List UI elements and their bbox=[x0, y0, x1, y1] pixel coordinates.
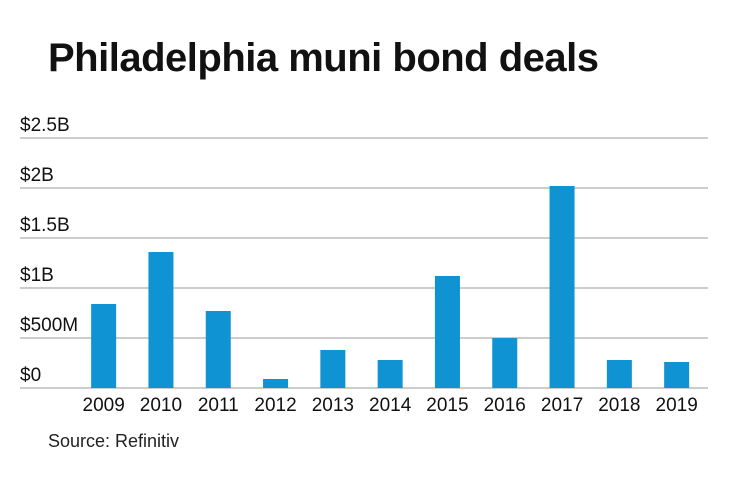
bar-2015 bbox=[434, 276, 460, 388]
x-tick-label: 2016 bbox=[484, 395, 526, 416]
x-tick-label: 2011 bbox=[198, 395, 239, 416]
bar-2012 bbox=[263, 379, 289, 388]
bar-2013 bbox=[320, 350, 346, 388]
x-tick-label: 2012 bbox=[254, 395, 296, 416]
bar-2009 bbox=[91, 304, 117, 388]
y-tick-label: $0 bbox=[20, 365, 41, 386]
y-tick-label: $2.5B bbox=[20, 115, 70, 136]
x-tick-label: 2014 bbox=[369, 395, 412, 416]
x-tick-label: 2009 bbox=[83, 395, 125, 416]
source-note: Source: Refinitiv bbox=[48, 431, 180, 451]
x-tick-label: 2018 bbox=[598, 395, 640, 416]
gridlines bbox=[20, 137, 708, 389]
bar-2018 bbox=[606, 360, 632, 388]
y-axis-ticks: $0 $500M $1B $1.5B $2B $2.5B bbox=[20, 115, 78, 386]
bar-2014 bbox=[377, 360, 403, 388]
chart-title: Philadelphia muni bond deals bbox=[48, 36, 599, 80]
x-tick-label: 2017 bbox=[541, 395, 583, 416]
x-axis-ticks: 2009 2010 2011 2012 2013 2014 2015 2016 2017 2018… bbox=[83, 395, 698, 416]
y-tick-label: $1.5B bbox=[20, 215, 70, 236]
y-tick-label: $2B bbox=[20, 165, 54, 186]
y-tick-label: $500M bbox=[20, 315, 78, 336]
y-tick-label: $1B bbox=[20, 265, 54, 286]
bar-2011 bbox=[205, 311, 231, 388]
bar-2019 bbox=[664, 362, 690, 388]
x-tick-label: 2019 bbox=[656, 395, 698, 416]
bar-2010 bbox=[148, 252, 174, 388]
x-tick-label: 2010 bbox=[140, 395, 182, 416]
bars bbox=[91, 186, 690, 388]
x-tick-label: 2015 bbox=[426, 395, 468, 416]
bar-2016 bbox=[492, 338, 518, 388]
x-tick-label: 2013 bbox=[312, 395, 354, 416]
bar-2017 bbox=[549, 186, 575, 388]
